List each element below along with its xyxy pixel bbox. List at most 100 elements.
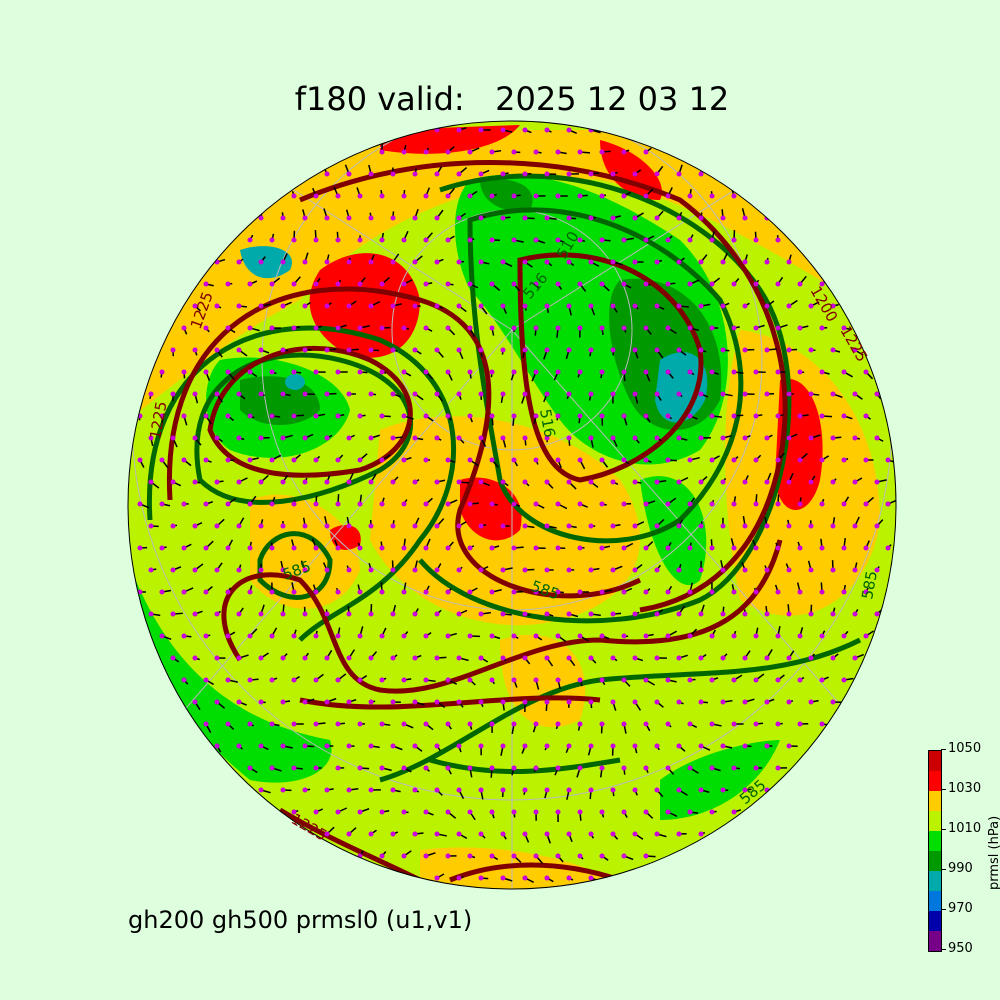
wind-dot	[225, 325, 231, 331]
colorbar-segment	[929, 751, 941, 771]
wind-dot	[302, 655, 308, 661]
wind-dot	[764, 303, 770, 309]
wind-dot	[588, 831, 594, 837]
wind-dot	[588, 611, 594, 617]
wind-dot	[467, 765, 473, 771]
wind-dot	[742, 743, 748, 749]
wind-dot	[478, 787, 484, 793]
wind-dot	[566, 127, 572, 133]
wind-dot	[489, 501, 495, 507]
wind-dot	[280, 215, 286, 221]
wind-dot	[533, 457, 539, 463]
wind-dot	[368, 391, 374, 397]
wind-dot	[687, 413, 693, 419]
wind-dot	[500, 171, 506, 177]
wind-dot	[720, 259, 726, 265]
wind-dot	[456, 127, 462, 133]
wind-dot	[434, 655, 440, 661]
wind-dot	[148, 435, 154, 441]
wind-dot	[181, 633, 187, 639]
wind-dot	[533, 809, 539, 815]
wind-dot	[159, 457, 165, 463]
wind-dot	[324, 435, 330, 441]
wind-dot	[478, 743, 484, 749]
wind-dot	[313, 501, 319, 507]
wind-dot	[434, 875, 440, 881]
wind-dot	[423, 721, 429, 727]
wind-dot	[346, 523, 352, 529]
wind-dot	[522, 831, 528, 837]
wind-dot	[555, 589, 561, 595]
wind-dot	[500, 303, 506, 309]
wind-dot	[709, 193, 715, 199]
wind-dot	[654, 567, 660, 573]
wind-dot	[577, 325, 583, 331]
wind-dot	[830, 347, 836, 353]
wind-dot	[621, 853, 627, 859]
wind-dot	[269, 369, 275, 375]
wind-dot	[412, 435, 418, 441]
wind-dot	[764, 347, 770, 353]
colorbar-tick: 1050	[940, 741, 982, 756]
wind-dot	[588, 567, 594, 573]
wind-dot	[786, 259, 792, 265]
wind-dot	[379, 853, 385, 859]
wind-dot	[478, 567, 484, 573]
wind-dot	[797, 677, 803, 683]
wind-dot	[786, 655, 792, 661]
wind-dot	[665, 765, 671, 771]
wind-dot	[852, 479, 858, 485]
wind-dot	[698, 611, 704, 617]
wind-dot	[797, 633, 803, 639]
wind-dot	[324, 831, 330, 837]
wind-dot	[764, 523, 770, 529]
wind-dot	[775, 413, 781, 419]
wind-dot	[390, 787, 396, 793]
wind-dot	[599, 589, 605, 595]
wind-dot	[621, 369, 627, 375]
wind-dot	[357, 589, 363, 595]
wind-dot	[731, 193, 737, 199]
wind-dot	[819, 589, 825, 595]
wind-dot	[291, 325, 297, 331]
wind-dot	[170, 611, 176, 617]
wind-dot	[621, 765, 627, 771]
wind-dot	[599, 457, 605, 463]
wind-dot	[709, 281, 715, 287]
wind-dot	[181, 413, 187, 419]
wind-dot	[775, 501, 781, 507]
wind-dot	[423, 281, 429, 287]
colorbar-segment	[929, 911, 941, 931]
wind-dot	[654, 347, 660, 353]
wind-dot	[236, 303, 242, 309]
wind-dot	[599, 853, 605, 859]
wind-dot	[214, 523, 220, 529]
wind-dot	[863, 413, 869, 419]
wind-dot	[313, 457, 319, 463]
wind-dot	[632, 787, 638, 793]
wind-dot	[346, 699, 352, 705]
wind-dot	[412, 611, 418, 617]
wind-dot	[170, 567, 176, 573]
wind-dot	[621, 501, 627, 507]
wind-dot	[214, 655, 220, 661]
wind-dot	[698, 259, 704, 265]
wind-dot	[390, 391, 396, 397]
wind-dot	[830, 699, 836, 705]
wind-dot	[170, 655, 176, 661]
wind-dot	[159, 633, 165, 639]
wind-dot	[698, 479, 704, 485]
wind-dot	[170, 347, 176, 353]
wind-dot	[291, 545, 297, 551]
contour-label: 585	[858, 569, 881, 600]
wind-dot	[269, 325, 275, 331]
wind-dot	[203, 369, 209, 375]
wind-dot	[291, 765, 297, 771]
wind-dot	[522, 611, 528, 617]
wind-dot	[269, 281, 275, 287]
wind-dot	[632, 611, 638, 617]
wind-dot	[577, 281, 583, 287]
wind-dot	[379, 413, 385, 419]
wind-dot	[588, 435, 594, 441]
wind-dot	[214, 567, 220, 573]
